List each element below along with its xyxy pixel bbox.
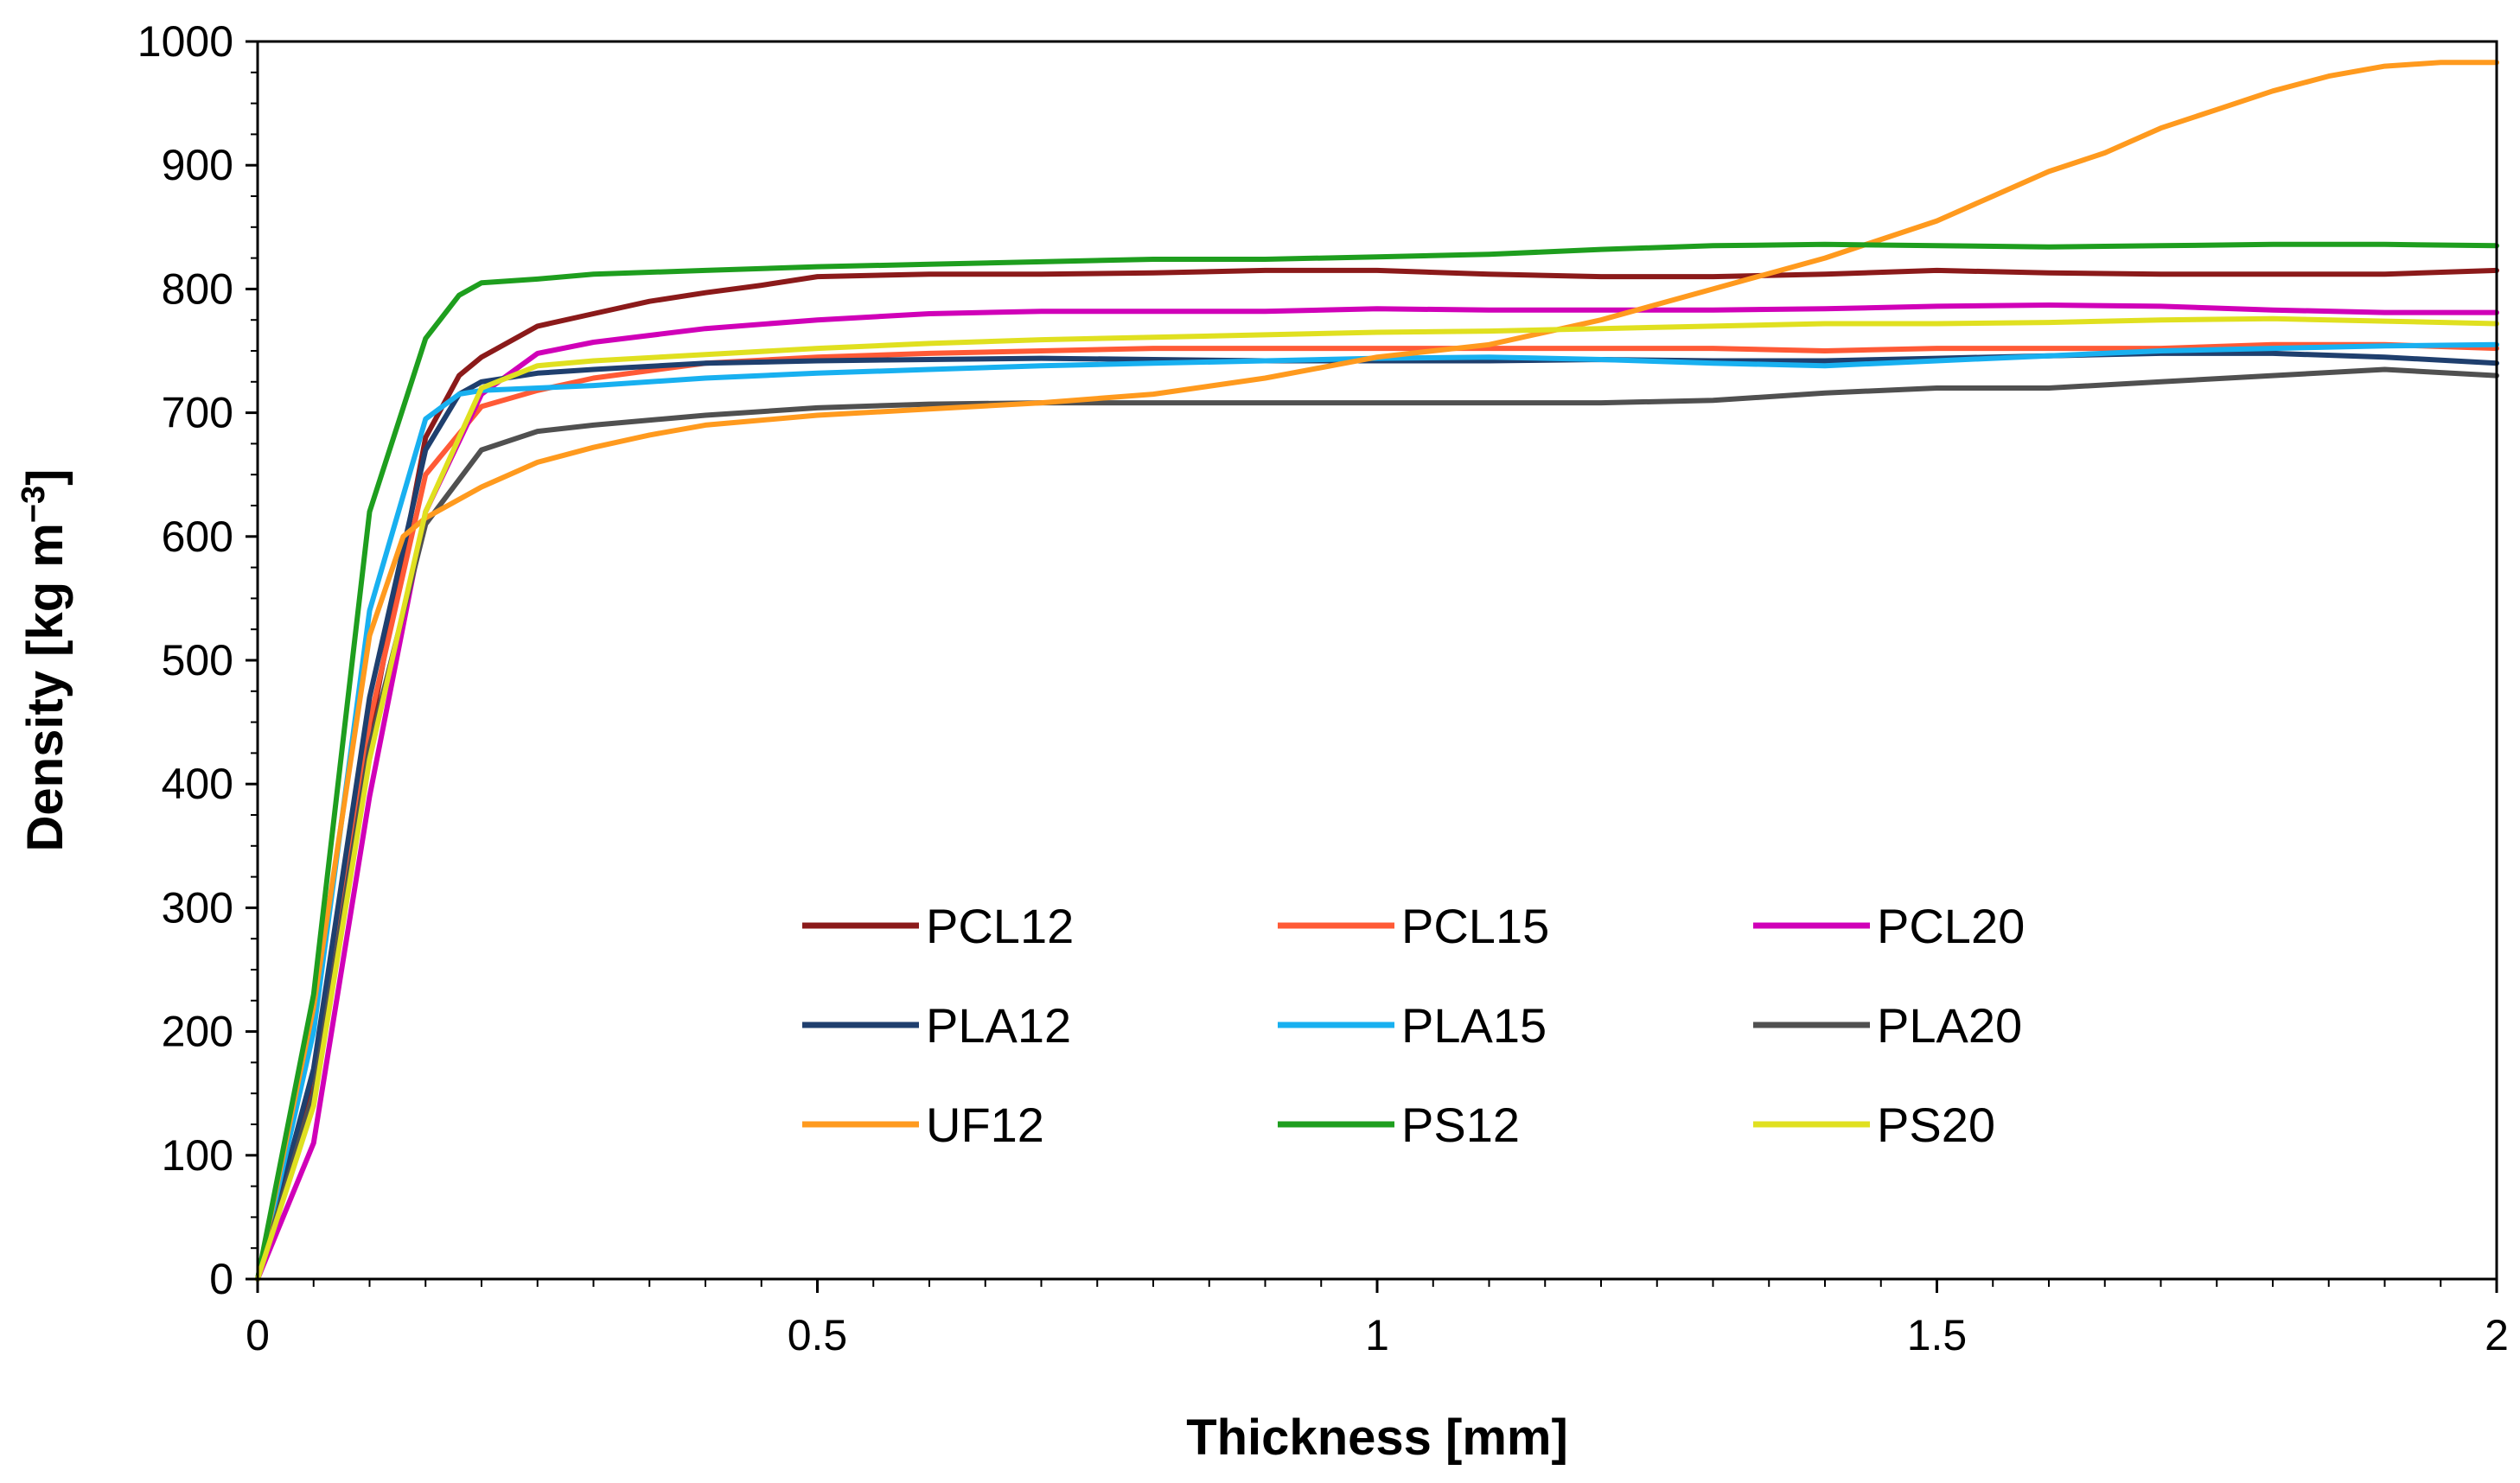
y-axis-title-superscript: −3	[16, 486, 52, 523]
legend: PCL12 PCL15 PCL20 PLA12 PLA15 PLA20 UF12 PS12 PS…	[802, 899, 2025, 1152]
y-tick-label: 400	[162, 760, 233, 808]
tick-layer: 0 100 200 300 400 500 600 700 800 900 1000 0 0.5 1 1.5…	[137, 17, 2509, 1359]
x-tick-label: 2	[2485, 1311, 2509, 1359]
legend-label-uf12: UF12	[926, 1098, 1044, 1152]
y-tick-label: 800	[162, 264, 233, 313]
y-tick-label: 0	[209, 1255, 233, 1303]
x-tick-label: 1.5	[1907, 1311, 1968, 1359]
series-layer	[255, 60, 2499, 1282]
y-tick-label: 700	[162, 389, 233, 437]
legend-label-pla12: PLA12	[926, 998, 1071, 1053]
x-axis-title: Thickness [mm]	[1186, 1410, 1568, 1466]
series-line-pla20	[255, 366, 2499, 1282]
series-line-ps12	[255, 241, 2499, 1282]
legend-label-ps12: PS12	[1401, 1098, 1520, 1152]
legend-label-pla20: PLA20	[1877, 998, 2022, 1053]
y-axis-title-end: ]	[17, 469, 73, 486]
y-axis-title-main: Density [kg m	[17, 523, 73, 851]
y-tick-label: 600	[162, 512, 233, 561]
y-tick-label: 100	[162, 1131, 233, 1180]
legend-label-pcl12: PCL12	[926, 899, 1074, 953]
y-axis-title: Density [kg m−3]	[16, 469, 73, 852]
series-line-ps20	[255, 315, 2499, 1282]
legend-label-pcl15: PCL15	[1401, 899, 1549, 953]
y-tick-label: 200	[162, 1008, 233, 1056]
x-tick-label: 0.5	[788, 1311, 848, 1359]
legend-label-pla15: PLA15	[1401, 998, 1547, 1053]
x-tick-label: 1	[1365, 1311, 1389, 1359]
series-line-pla15	[255, 341, 2499, 1282]
x-tick-label: 0	[246, 1311, 270, 1359]
series-line-uf12	[255, 60, 2499, 1282]
y-tick-label: 500	[162, 636, 233, 684]
y-tick-label: 1000	[137, 17, 233, 66]
series-line-pcl12	[255, 267, 2499, 1282]
y-tick-label: 900	[162, 141, 233, 189]
legend-label-ps20: PS20	[1877, 1098, 1995, 1152]
y-tick-label: 300	[162, 883, 233, 932]
legend-label-pcl20: PCL20	[1877, 899, 2025, 953]
